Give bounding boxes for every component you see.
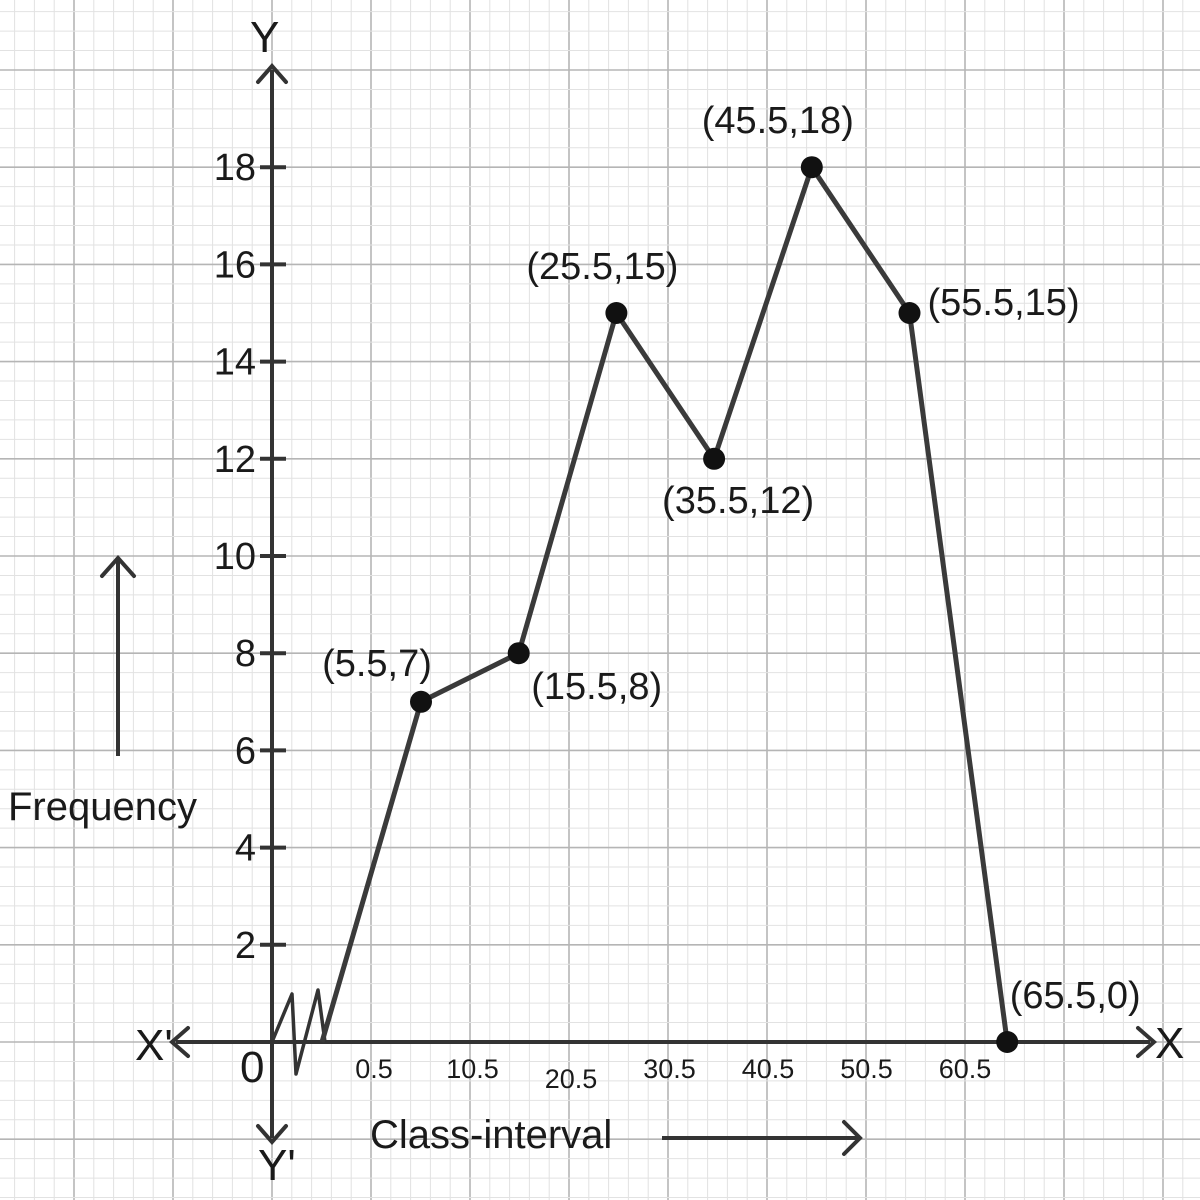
y-tick-label: 8 (235, 633, 256, 675)
data-point (800, 156, 823, 179)
x-tick-label: 10.5 (446, 1054, 499, 1084)
y-neg-axis-letter: Y' (258, 1141, 296, 1190)
y-tick-label: 2 (235, 925, 256, 967)
y-tick-label: 6 (235, 730, 256, 772)
y-tick-label: 4 (235, 828, 256, 870)
x-title-arrowhead (842, 1120, 863, 1156)
data-point (605, 302, 628, 324)
axis-break-zigzag (270, 988, 327, 1076)
point-label: (5.5,7) (322, 643, 432, 685)
x-axis-letter: X (1155, 1019, 1184, 1068)
data-point (898, 302, 921, 324)
x-neg-axis-letter: X' (135, 1021, 173, 1070)
point-label: (25.5,15) (526, 246, 678, 288)
series-line (319, 164, 1010, 1043)
y-neg-axis-arrow (256, 1124, 288, 1146)
point-label: (65.5,0) (1010, 975, 1141, 1017)
data-point (410, 690, 432, 713)
axes (100, 62, 1158, 1156)
y-tick-label: 14 (214, 342, 256, 384)
origin-label: 0 (240, 1043, 264, 1092)
y-tick-labels: 2 4 6 8 10 12 14 16 18 (214, 147, 256, 967)
y-axis-letter: Y (250, 13, 279, 62)
data-point (703, 447, 726, 470)
series-polyline (319, 164, 1010, 1043)
y-axis-title: Frequency (8, 785, 197, 829)
x-axis-arrow (1136, 1026, 1158, 1058)
x-tick-label: 30.5 (643, 1054, 696, 1084)
y-axis-arrow (256, 62, 288, 84)
x-tick-label: 50.5 (840, 1054, 893, 1084)
x-neg-axis-arrow (168, 1026, 190, 1058)
y-tick-label: 12 (214, 439, 256, 481)
y-tick-label: 16 (214, 244, 256, 286)
data-points (410, 156, 1019, 1053)
tick-marks (260, 165, 286, 947)
point-label: (15.5,8) (531, 666, 662, 708)
point-label: (55.5,15) (928, 282, 1080, 324)
data-point (996, 1031, 1019, 1053)
x-tick-label: 60.5 (939, 1054, 992, 1084)
y-tick-label: 18 (214, 147, 256, 189)
y-title-arrowhead (100, 554, 136, 578)
point-label: (45.5,18) (702, 100, 854, 142)
point-label: (35.5,12) (662, 480, 814, 522)
point-labels: (5.5,7) (15.5,8) (25.5,15) (35.5,12) (45.5,1… (322, 100, 1141, 1017)
x-axis-title: Class-interval (370, 1113, 612, 1157)
y-tick-label: 10 (214, 536, 256, 578)
x-tick-label: 20.5 (545, 1064, 598, 1094)
x-tick-label: 40.5 (742, 1054, 795, 1084)
x-tick-labels: 0.5 10.5 20.5 30.5 40.5 50.5 60.5 (355, 1054, 991, 1094)
x-tick-label: 0.5 (355, 1054, 393, 1084)
data-point (507, 642, 530, 665)
labels: Y Y' X X' 0 Frequency Class-interval (8, 13, 1184, 1190)
